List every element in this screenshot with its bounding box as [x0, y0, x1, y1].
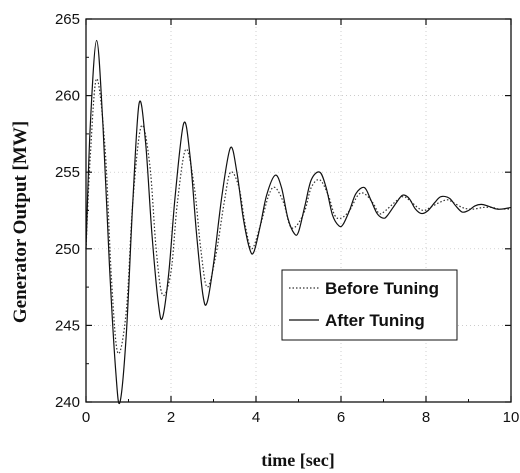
axis-ticks	[85, 18, 512, 403]
x-tick-label: 0	[82, 409, 90, 426]
x-tick-label: 10	[503, 409, 520, 426]
x-tick-label: 4	[252, 409, 260, 426]
legend-box	[281, 269, 458, 341]
x-tick-label: 8	[422, 409, 430, 426]
series-line-before-tuning	[85, 78, 511, 355]
legend: Before Tuning After Tuning	[281, 269, 458, 341]
series-line-after-tuning	[85, 39, 512, 405]
y-axis-label: Generator Output [MW]	[10, 121, 31, 323]
x-tick-label: 2	[167, 409, 175, 426]
y-tick-label: 250	[55, 241, 80, 258]
x-axis-label: time [sec]	[261, 450, 334, 470]
series-lines	[85, 39, 512, 405]
x-tick-label: 6	[337, 409, 345, 426]
legend-label-after-tuning: After Tuning	[325, 311, 425, 330]
y-tick-label: 260	[55, 88, 80, 105]
legend-label-before-tuning: Before Tuning	[325, 279, 439, 298]
y-tick-label: 265	[55, 11, 80, 28]
tick-labels: 0 2 4 6 8 10 240 245 250 255 260 265	[55, 11, 519, 426]
y-tick-label: 255	[55, 164, 80, 181]
y-tick-label: 245	[55, 317, 80, 334]
y-tick-label: 240	[55, 394, 80, 411]
